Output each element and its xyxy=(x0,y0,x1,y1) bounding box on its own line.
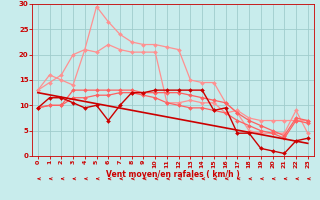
X-axis label: Vent moyen/en rafales ( km/h ): Vent moyen/en rafales ( km/h ) xyxy=(106,170,240,179)
